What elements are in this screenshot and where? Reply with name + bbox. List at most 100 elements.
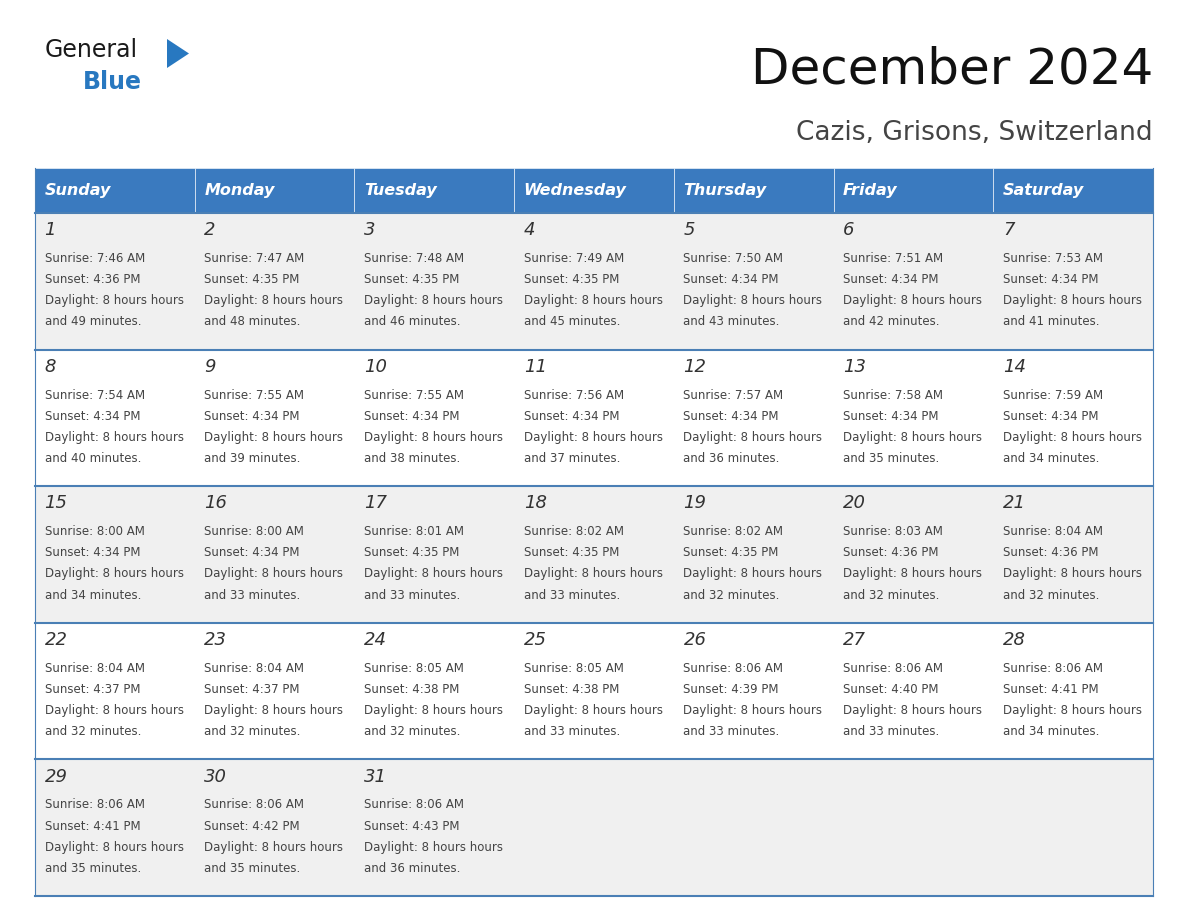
Text: Daylight: 8 hours hours: Daylight: 8 hours hours [204,295,343,308]
Text: 17: 17 [364,495,387,512]
Text: Sunset: 4:35 PM: Sunset: 4:35 PM [524,273,619,286]
Text: and 32 minutes.: and 32 minutes. [1003,588,1099,601]
Text: 26: 26 [683,631,707,649]
Text: and 41 minutes.: and 41 minutes. [1003,316,1099,329]
Text: 24: 24 [364,631,387,649]
Text: Wednesday: Wednesday [524,183,626,198]
Text: 12: 12 [683,358,707,375]
Bar [195,168,354,213]
Text: Sunrise: 8:05 AM: Sunrise: 8:05 AM [364,662,463,675]
Text: 9: 9 [204,358,216,375]
Text: Sunrise: 7:47 AM: Sunrise: 7:47 AM [204,252,304,265]
Bar [34,168,195,213]
Text: Daylight: 8 hours hours: Daylight: 8 hours hours [524,431,663,444]
Text: and 32 minutes.: and 32 minutes. [683,588,779,601]
Text: Sunset: 4:34 PM: Sunset: 4:34 PM [204,546,299,559]
Text: Sunrise: 7:46 AM: Sunrise: 7:46 AM [45,252,145,265]
Text: and 32 minutes.: and 32 minutes. [45,725,141,738]
Text: Friday: Friday [843,183,898,198]
Text: Sunrise: 8:06 AM: Sunrise: 8:06 AM [683,662,783,675]
Bar [674,168,834,213]
Text: 13: 13 [843,358,866,375]
Text: and 38 minutes.: and 38 minutes. [364,452,460,465]
Text: and 49 minutes.: and 49 minutes. [45,316,141,329]
Text: Daylight: 8 hours hours: Daylight: 8 hours hours [524,295,663,308]
Text: Sunrise: 7:50 AM: Sunrise: 7:50 AM [683,252,783,265]
Text: and 43 minutes.: and 43 minutes. [683,316,779,329]
Bar [34,487,1154,622]
Text: 2: 2 [204,221,216,240]
Text: December 2024: December 2024 [751,45,1154,93]
Text: Daylight: 8 hours hours: Daylight: 8 hours hours [683,567,822,580]
Text: Sunset: 4:43 PM: Sunset: 4:43 PM [364,820,460,833]
Bar [34,622,1154,759]
Text: Sunrise: 7:49 AM: Sunrise: 7:49 AM [524,252,624,265]
Text: 20: 20 [843,495,866,512]
Text: Sunrise: 7:54 AM: Sunrise: 7:54 AM [45,388,145,401]
Text: Daylight: 8 hours hours: Daylight: 8 hours hours [45,295,184,308]
Text: 3: 3 [364,221,375,240]
Text: Sunset: 4:40 PM: Sunset: 4:40 PM [843,683,939,696]
Text: Sunset: 4:39 PM: Sunset: 4:39 PM [683,683,779,696]
Text: Daylight: 8 hours hours: Daylight: 8 hours hours [364,431,503,444]
Text: and 32 minutes.: and 32 minutes. [364,725,461,738]
Text: and 33 minutes.: and 33 minutes. [683,725,779,738]
Text: 7: 7 [1003,221,1015,240]
Text: Sunset: 4:37 PM: Sunset: 4:37 PM [45,683,140,696]
Text: 31: 31 [364,767,387,786]
Text: Sunset: 4:41 PM: Sunset: 4:41 PM [45,820,140,833]
Bar [34,350,1154,487]
Text: 23: 23 [204,631,227,649]
Text: and 33 minutes.: and 33 minutes. [364,588,460,601]
Text: Daylight: 8 hours hours: Daylight: 8 hours hours [1003,704,1142,717]
Text: Sunset: 4:34 PM: Sunset: 4:34 PM [204,409,299,422]
Text: and 35 minutes.: and 35 minutes. [843,452,940,465]
Text: Daylight: 8 hours hours: Daylight: 8 hours hours [843,567,982,580]
Text: Sunrise: 7:53 AM: Sunrise: 7:53 AM [1003,252,1102,265]
Text: 16: 16 [204,495,227,512]
Text: 15: 15 [45,495,68,512]
Text: and 39 minutes.: and 39 minutes. [204,452,301,465]
Text: Daylight: 8 hours hours: Daylight: 8 hours hours [204,841,343,854]
Text: 8: 8 [45,358,56,375]
Text: Cazis, Grisons, Switzerland: Cazis, Grisons, Switzerland [796,120,1154,146]
Text: Sunrise: 7:55 AM: Sunrise: 7:55 AM [364,388,465,401]
Text: Daylight: 8 hours hours: Daylight: 8 hours hours [204,704,343,717]
Text: Sunrise: 8:06 AM: Sunrise: 8:06 AM [364,799,465,812]
Text: Daylight: 8 hours hours: Daylight: 8 hours hours [364,841,503,854]
Bar [34,213,1154,350]
Text: and 37 minutes.: and 37 minutes. [524,452,620,465]
Text: Daylight: 8 hours hours: Daylight: 8 hours hours [1003,431,1142,444]
Text: 4: 4 [524,221,536,240]
Text: Sunrise: 8:04 AM: Sunrise: 8:04 AM [45,662,145,675]
Text: 11: 11 [524,358,546,375]
Text: Sunset: 4:35 PM: Sunset: 4:35 PM [364,546,460,559]
Text: and 33 minutes.: and 33 minutes. [843,725,940,738]
Text: and 36 minutes.: and 36 minutes. [683,452,779,465]
Text: Sunset: 4:34 PM: Sunset: 4:34 PM [364,409,460,422]
Text: Sunset: 4:34 PM: Sunset: 4:34 PM [683,409,779,422]
Text: Sunset: 4:36 PM: Sunset: 4:36 PM [843,546,939,559]
Text: Thursday: Thursday [683,183,766,198]
Text: Sunset: 4:36 PM: Sunset: 4:36 PM [45,273,140,286]
Text: Daylight: 8 hours hours: Daylight: 8 hours hours [524,567,663,580]
Text: Sunrise: 7:58 AM: Sunrise: 7:58 AM [843,388,943,401]
Text: Sunset: 4:41 PM: Sunset: 4:41 PM [1003,683,1099,696]
Text: Daylight: 8 hours hours: Daylight: 8 hours hours [45,431,184,444]
Text: Sunset: 4:35 PM: Sunset: 4:35 PM [524,546,619,559]
Text: Sunrise: 8:02 AM: Sunrise: 8:02 AM [683,525,783,538]
Text: Sunset: 4:34 PM: Sunset: 4:34 PM [45,409,140,422]
Text: 10: 10 [364,358,387,375]
Text: Sunrise: 7:48 AM: Sunrise: 7:48 AM [364,252,465,265]
Text: Sunrise: 8:04 AM: Sunrise: 8:04 AM [1003,525,1102,538]
Bar [514,168,674,213]
Text: Daylight: 8 hours hours: Daylight: 8 hours hours [45,841,184,854]
Text: Sunrise: 8:03 AM: Sunrise: 8:03 AM [843,525,943,538]
Text: Sunrise: 8:06 AM: Sunrise: 8:06 AM [1003,662,1102,675]
Text: Sunrise: 8:05 AM: Sunrise: 8:05 AM [524,662,624,675]
Text: Sunrise: 8:02 AM: Sunrise: 8:02 AM [524,525,624,538]
Text: Sunset: 4:34 PM: Sunset: 4:34 PM [843,409,939,422]
Text: Sunrise: 8:06 AM: Sunrise: 8:06 AM [204,799,304,812]
Text: and 32 minutes.: and 32 minutes. [204,725,301,738]
Text: Sunrise: 7:55 AM: Sunrise: 7:55 AM [204,388,304,401]
